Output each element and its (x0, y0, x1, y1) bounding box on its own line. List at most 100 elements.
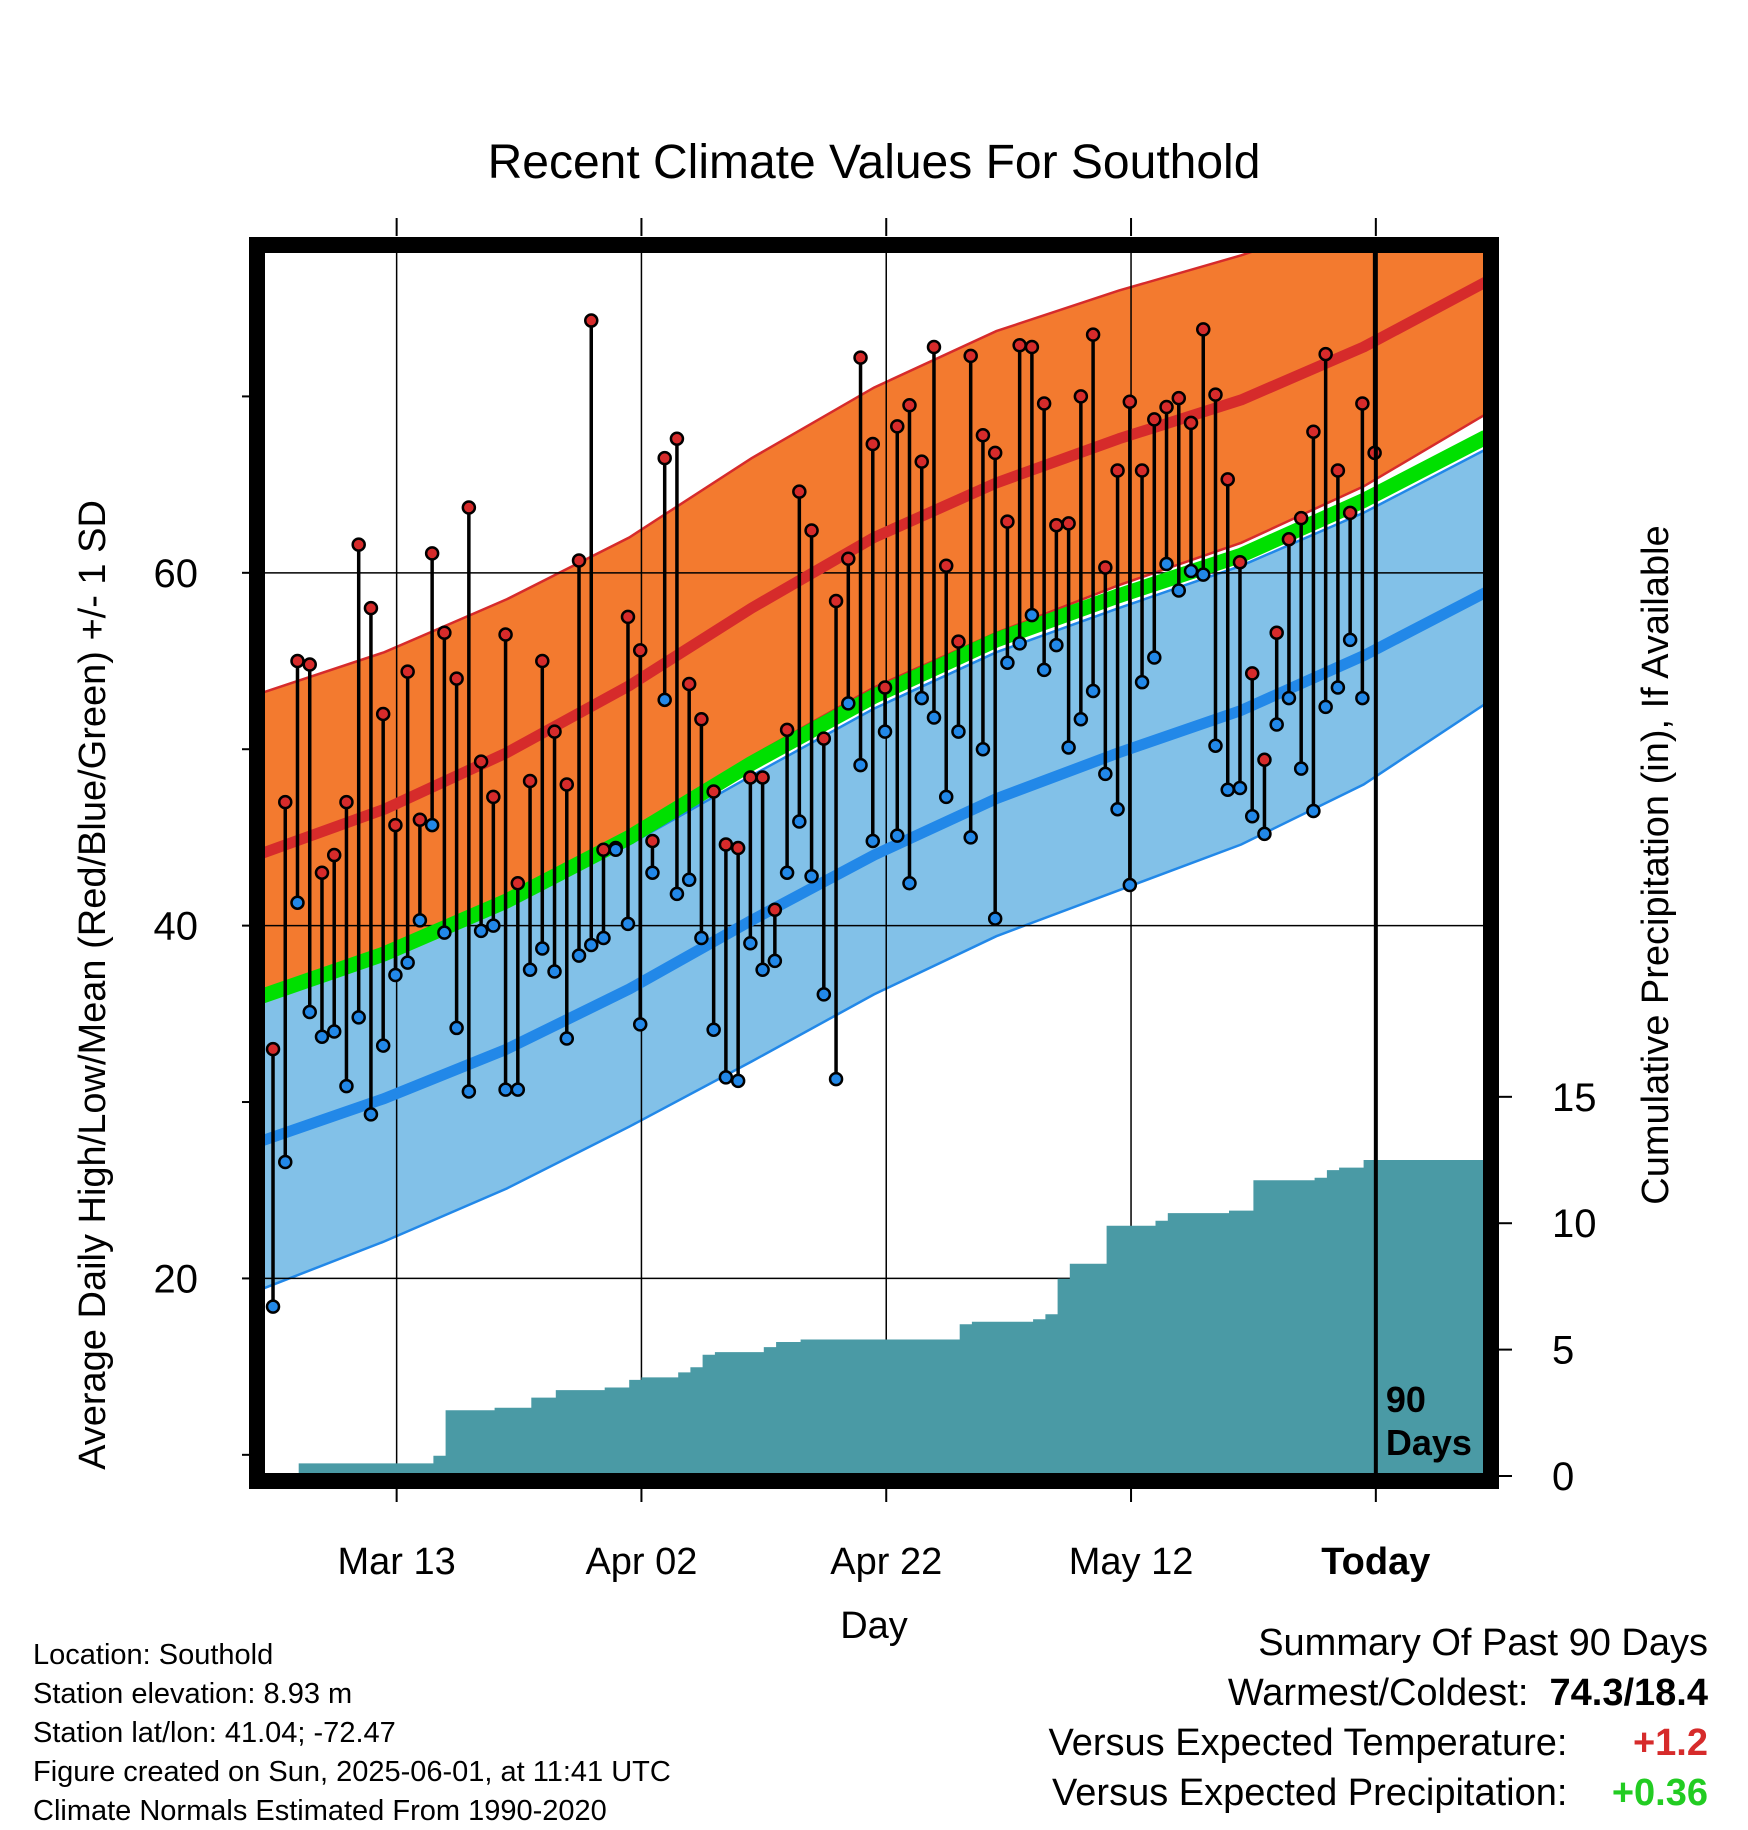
daily-high-point (1306, 424, 1321, 439)
daily-high-point (1318, 346, 1333, 362)
y-axis-left-label: Average Daily High/Low/Mean (Red/Blue/Gr… (72, 500, 114, 1470)
daily-low-point (302, 1004, 317, 1020)
daily-low-point (314, 1029, 330, 1045)
daily-high-point (914, 454, 929, 469)
daily-high-point (1110, 463, 1125, 478)
precip-vs-expected-label: Versus Expected Precipitation: (1052, 1772, 1568, 1814)
daily-high-point (767, 902, 783, 917)
summary-precipitation: Versus Expected Precipitation: +0.36 (1052, 1772, 1708, 1815)
daily-low-point (1244, 809, 1260, 824)
daily-high-point (437, 625, 452, 641)
created-text: Figure created on Sun, 2025-06-01, at 11… (33, 1756, 671, 1788)
daily-low-point (1369, 0, 1381, 6)
daily-high-point (890, 419, 905, 434)
daily-low-point (1073, 711, 1089, 727)
chart-title: Recent Climate Values For Southold (488, 136, 1261, 189)
daily-low-point (1147, 650, 1162, 665)
daily-high-point (1257, 752, 1272, 768)
daily-low-point (522, 962, 538, 977)
normals-text: Climate Normals Estimated From 1990-2020 (33, 1795, 607, 1827)
precip-tick-label: 5 (1552, 1329, 1574, 1373)
daily-low-point (1061, 740, 1076, 755)
daily-low-point (1024, 607, 1040, 623)
daily-low-point (706, 1022, 721, 1037)
daily-low-point (1171, 583, 1187, 598)
daily-low-point (1342, 632, 1358, 648)
daily-low-point (1220, 782, 1235, 798)
daily-high-point (1293, 510, 1309, 526)
daily-high-point (816, 731, 832, 746)
summary-title: Summary Of Past 90 Days (1258, 1622, 1708, 1664)
daily-high-point (486, 789, 501, 805)
daily-low-point (743, 936, 758, 951)
daily-high-point (792, 484, 807, 499)
daily-high-point (571, 553, 587, 568)
x-tick-label: Today (1321, 1541, 1430, 1583)
daily-low-point (877, 724, 893, 739)
temp-vs-expected-label: Versus Expected Temperature: (1048, 1722, 1568, 1764)
today-label-number: 90 (1386, 1379, 1426, 1420)
daily-high-point (1147, 412, 1162, 427)
daily-high-point (265, 1041, 281, 1057)
daily-low-point (388, 967, 403, 983)
daily-high-point (1232, 554, 1248, 570)
daily-high-point (865, 436, 881, 452)
daily-low-point (1257, 826, 1272, 842)
daily-low-point (265, 1299, 281, 1314)
daily-low-point (657, 692, 672, 708)
daily-low-point (547, 964, 562, 979)
daily-low-point (792, 814, 807, 829)
daily-high-point (522, 773, 538, 789)
summary-warm-cold: Warmest/Coldest: 74.3/18.4 (1228, 1672, 1708, 1715)
daily-high-point (730, 840, 746, 856)
daily-high-point (461, 500, 477, 515)
daily-low-point (535, 941, 550, 956)
daily-high-point (290, 653, 305, 669)
daily-high-point (877, 680, 893, 695)
normal-low-band (262, 447, 1486, 1291)
x-tick-label: Mar 13 (337, 1541, 455, 1583)
daily-low-point (571, 948, 587, 963)
daily-low-point (767, 953, 783, 969)
daily-high-point (278, 794, 293, 810)
daily-low-point (669, 886, 685, 902)
precip-tick-label: 15 (1552, 1076, 1597, 1120)
daily-low-point (938, 789, 954, 805)
daily-high-point (1036, 396, 1052, 411)
daily-high-point (681, 676, 697, 692)
daily-high-point (510, 876, 526, 891)
daily-high-point (902, 397, 917, 413)
daily-low-point (890, 828, 905, 843)
daily-low-point (1269, 717, 1284, 732)
y-tick-label: 40 (154, 905, 199, 949)
daily-high-point (779, 722, 795, 738)
daily-low-point (865, 833, 881, 849)
daily-low-point (1330, 680, 1346, 695)
daily-low-point (1085, 683, 1101, 699)
daily-high-point (1085, 327, 1101, 342)
summary-temperature: Versus Expected Temperature: +1.2 (1049, 1722, 1708, 1765)
daily-low-point (1110, 801, 1125, 817)
precip-cumulative-area (262, 1160, 1486, 1476)
daily-low-point (804, 868, 819, 884)
x-tick-label: Apr 22 (830, 1541, 942, 1583)
daily-low-point (510, 1082, 526, 1097)
daily-low-point (853, 757, 868, 773)
y-tick-label: 60 (154, 552, 199, 596)
precip-tick-label: 10 (1552, 1202, 1597, 1246)
daily-low-point (841, 696, 856, 711)
daily-high-point (1061, 516, 1076, 531)
daily-low-point (584, 937, 599, 953)
elevation-text: Station elevation: 8.93 m (33, 1678, 353, 1710)
daily-low-point (1036, 662, 1052, 678)
daily-low-point (620, 916, 636, 932)
daily-high-point (632, 643, 648, 658)
daily-low-point (1281, 690, 1297, 706)
daily-low-point (1306, 803, 1321, 819)
daily-low-point (498, 1082, 513, 1097)
daily-high-point (1098, 560, 1113, 575)
daily-high-point (1012, 338, 1027, 353)
daily-high-point (938, 558, 954, 574)
